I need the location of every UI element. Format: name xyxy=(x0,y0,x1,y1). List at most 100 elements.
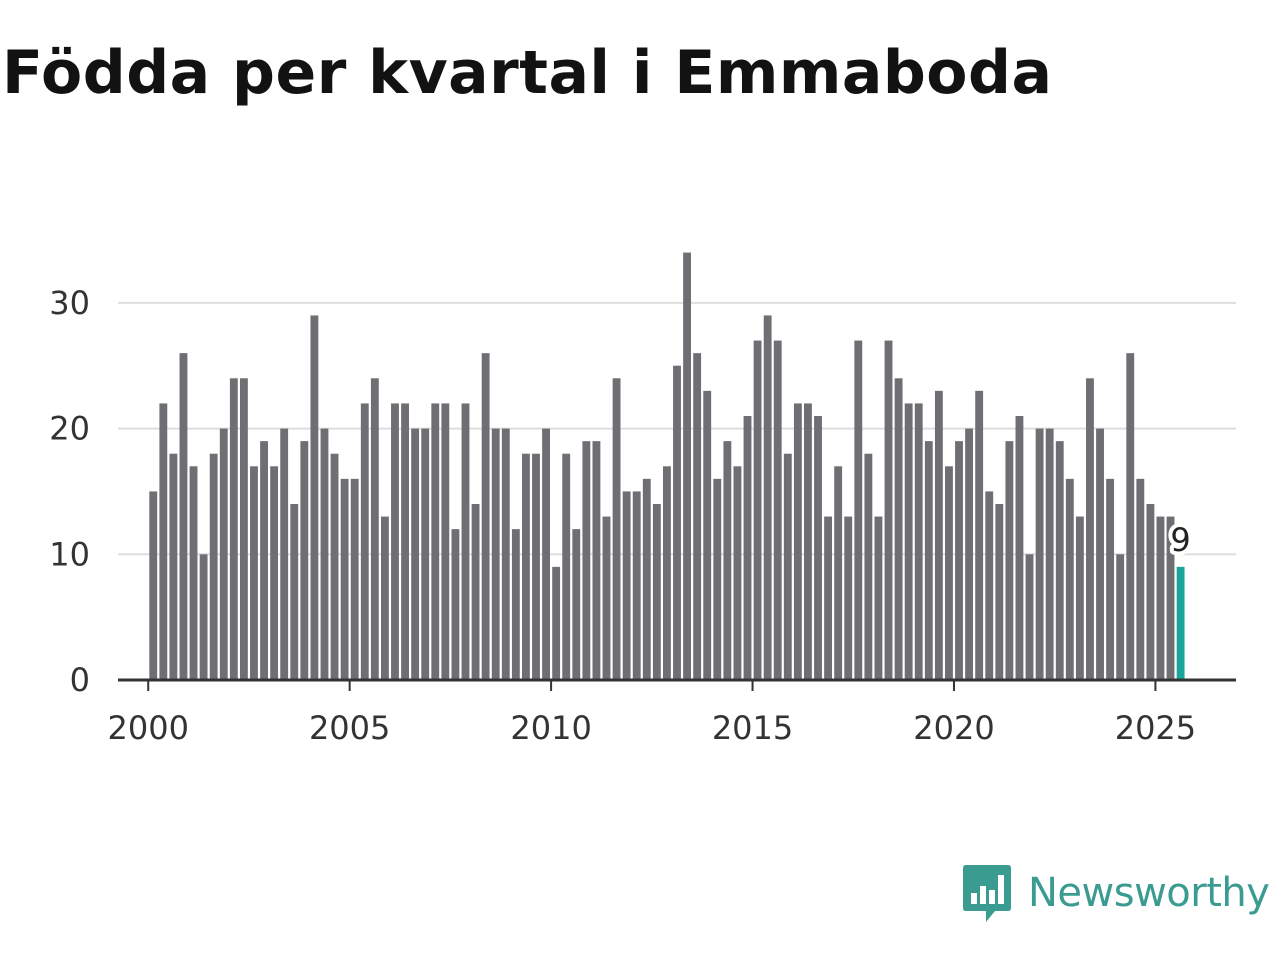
bar xyxy=(652,504,661,680)
bars xyxy=(149,252,1185,680)
bar xyxy=(401,403,409,680)
bar xyxy=(300,441,309,680)
bar xyxy=(491,428,500,680)
bar xyxy=(290,504,299,680)
bar xyxy=(894,378,903,680)
bar xyxy=(340,478,349,680)
bar xyxy=(229,378,238,680)
chart-title: Födda per kvartal i Emmaboda xyxy=(2,38,1053,108)
bar xyxy=(763,315,772,680)
bar xyxy=(934,390,943,680)
bar xyxy=(1106,478,1115,680)
bar xyxy=(1096,428,1104,680)
bar xyxy=(149,491,158,680)
bar xyxy=(834,466,843,680)
bar xyxy=(854,340,863,680)
bar xyxy=(975,390,984,680)
bar xyxy=(532,453,540,680)
bar xyxy=(713,478,722,680)
bar xyxy=(260,441,268,680)
bar xyxy=(270,466,279,680)
bar xyxy=(169,453,178,680)
bar xyxy=(693,353,702,680)
bar xyxy=(824,516,833,680)
bar xyxy=(1015,416,1024,680)
bar xyxy=(793,403,802,680)
bar xyxy=(391,403,399,680)
bar xyxy=(159,403,168,680)
labels: 0 10 20 30 2000 2005 2010 2015 2020 2025 9 xyxy=(49,284,1196,747)
bar xyxy=(965,428,974,680)
bar xyxy=(814,416,822,680)
bar xyxy=(592,441,601,680)
bar xyxy=(542,428,550,680)
bar xyxy=(924,441,933,680)
bar xyxy=(582,441,591,680)
y-tick-label: 30 xyxy=(49,284,90,322)
bar xyxy=(1045,428,1054,680)
bar xyxy=(310,315,319,680)
bar xyxy=(219,428,228,680)
bar xyxy=(703,390,712,680)
x-tick-label: 2010 xyxy=(510,709,591,747)
bar xyxy=(421,428,430,680)
bar xyxy=(179,353,188,680)
bar xyxy=(501,428,510,680)
bar xyxy=(1075,516,1084,680)
bar xyxy=(189,466,198,680)
bar xyxy=(642,478,651,680)
bar xyxy=(1065,478,1074,680)
bar xyxy=(673,365,681,680)
bar xyxy=(1005,441,1014,680)
bar xyxy=(521,453,530,680)
bar xyxy=(1116,554,1125,680)
bar xyxy=(874,516,883,680)
bar xyxy=(955,441,963,680)
bar xyxy=(1166,516,1175,680)
bar xyxy=(1126,353,1135,680)
bar xyxy=(1146,504,1155,680)
bar xyxy=(1156,516,1165,680)
bar xyxy=(743,416,752,680)
bar xyxy=(461,403,470,680)
bar-latest xyxy=(1176,566,1185,680)
bar xyxy=(1035,428,1044,680)
bar xyxy=(622,491,631,680)
y-tick-label: 20 xyxy=(49,410,90,448)
bar xyxy=(441,403,450,680)
bar xyxy=(753,340,762,680)
bar xyxy=(511,529,520,680)
bar xyxy=(723,441,732,680)
bar xyxy=(864,453,873,680)
bar xyxy=(471,504,480,680)
y-tick-label: 10 xyxy=(49,535,90,573)
latest-value-label: 9 xyxy=(1170,521,1190,559)
bar xyxy=(320,428,329,680)
bar xyxy=(572,529,581,680)
bar xyxy=(209,453,218,680)
bar xyxy=(411,428,420,680)
newsworthy-logo: Newsworthy xyxy=(962,862,1270,924)
x-tick-label: 2015 xyxy=(712,709,793,747)
bar xyxy=(199,554,208,680)
bar xyxy=(380,516,389,680)
bar xyxy=(1055,441,1064,680)
bar xyxy=(945,466,953,680)
bar xyxy=(330,453,339,680)
bar xyxy=(481,353,490,680)
brand-name: Newsworthy xyxy=(1028,870,1270,916)
bar xyxy=(370,378,379,680)
x-tick-label: 2025 xyxy=(1115,709,1196,747)
bar xyxy=(552,566,561,680)
bar xyxy=(1025,554,1034,680)
bar xyxy=(773,340,782,680)
x-tick-label: 2000 xyxy=(107,709,188,747)
bar xyxy=(683,252,691,680)
bar xyxy=(431,403,440,680)
bar xyxy=(844,516,853,680)
x-tick-label: 2020 xyxy=(913,709,994,747)
bar xyxy=(884,340,893,680)
bar xyxy=(280,428,289,680)
bar xyxy=(733,466,742,680)
